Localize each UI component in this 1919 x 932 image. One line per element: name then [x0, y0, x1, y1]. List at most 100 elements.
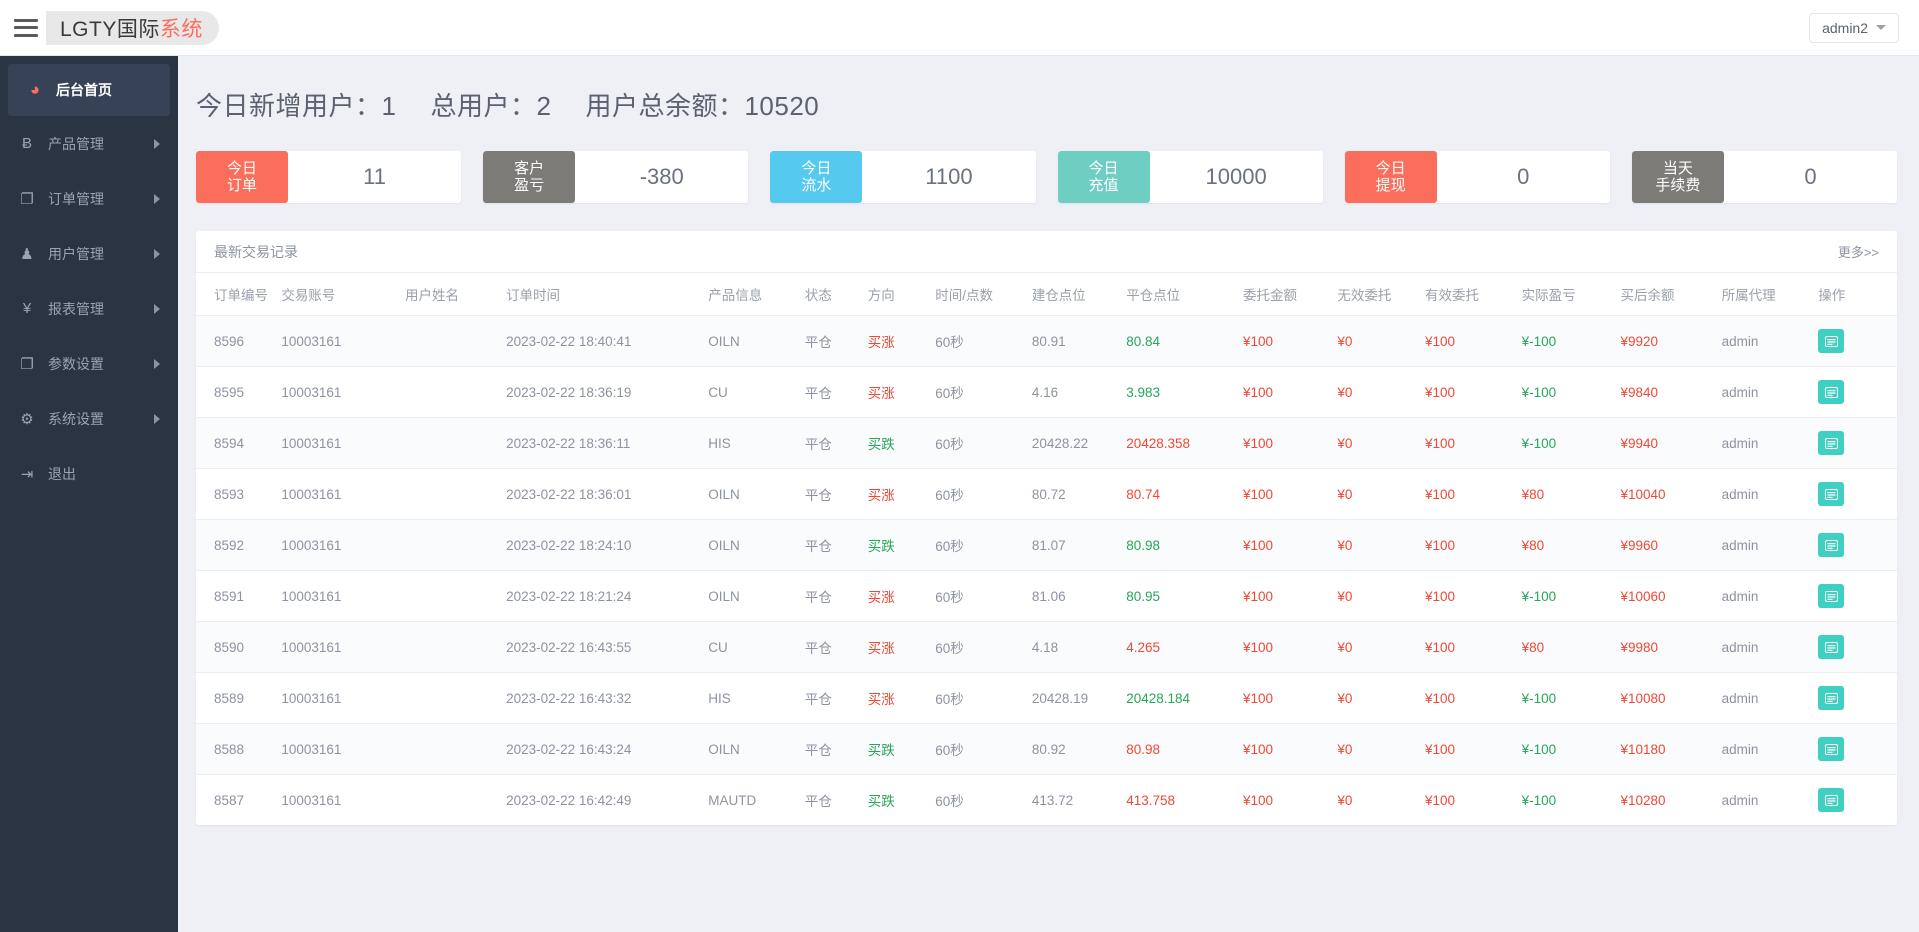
- sidebar-item-label: 系统设置: [48, 410, 104, 427]
- detail-icon[interactable]: [1818, 737, 1845, 761]
- cell-direction: 买涨: [867, 672, 936, 724]
- sidebar-item-1[interactable]: Ƀ 产品管理: [0, 116, 178, 171]
- table-row: 8589 10003161 2023-02-22 16:43:32 HIS 平仓 买涨 60…: [196, 672, 1897, 724]
- table-row: 8588 10003161 2023-02-22 16:43:24 OILN 平仓 买跌 6…: [196, 723, 1897, 775]
- stat-card-value: 10000: [1149, 151, 1323, 203]
- cell-order-id: 8587: [214, 792, 245, 808]
- cell-order-time: 2023-02-22 16:42:49: [506, 792, 632, 808]
- sidebar-item-3[interactable]: ♟ 用户管理: [0, 226, 178, 281]
- cell-close-price: 3.983: [1126, 366, 1244, 418]
- table-row: 8590 10003161 2023-02-22 16:43:55 CU 平仓 买涨 60秒…: [196, 621, 1897, 673]
- cell-close-price: 80.95: [1126, 570, 1244, 622]
- sidebar-item-label: 后台首页: [56, 82, 112, 98]
- top-bar: LGTY国际 系统 admin2: [0, 0, 1919, 56]
- cell-close-price: 80.74: [1126, 468, 1244, 520]
- cell-balance-after: ¥9960: [1620, 519, 1722, 571]
- cell-status: 平仓: [804, 468, 868, 520]
- cell-entrust-amount: ¥100: [1243, 366, 1338, 418]
- cell-operation: [1818, 417, 1897, 469]
- detail-icon[interactable]: [1818, 635, 1845, 659]
- bitcoin-icon: Ƀ: [21, 135, 32, 152]
- cell-account-no: 10003161: [281, 570, 405, 622]
- cell-order-time: 2023-02-22 16:43:55: [506, 621, 709, 673]
- detail-icon[interactable]: [1818, 482, 1845, 506]
- detail-icon[interactable]: [1818, 380, 1845, 404]
- cell-balance-after: ¥9840: [1620, 366, 1722, 418]
- cell-entrust-amount: ¥100: [1243, 519, 1338, 571]
- cell-agent: admin: [1721, 570, 1819, 622]
- cell-operation: [1818, 366, 1897, 418]
- cell-user-name: [404, 672, 507, 724]
- sidebar-item-label: 订单管理: [48, 190, 104, 207]
- sidebar-item-0[interactable]: ◕ 后台首页: [8, 64, 170, 116]
- cell-order-time: 2023-02-22 18:21:24: [506, 570, 709, 622]
- brand-name-accent: 系统: [159, 17, 203, 41]
- stat-card-5: 当天 手续费 0: [1631, 151, 1898, 203]
- stat-card-label: 今日 流水: [770, 151, 863, 203]
- cell-order-id: 8588: [196, 723, 282, 775]
- summary-total-balance: 用户总余额：10520: [585, 91, 820, 121]
- cell-valid-entrust: ¥100: [1425, 792, 1456, 808]
- cell-user-name: [405, 775, 506, 826]
- hamburger-icon[interactable]: [14, 18, 38, 37]
- detail-icon[interactable]: [1818, 584, 1845, 608]
- cell-user-name: [404, 468, 507, 520]
- stat-card-label: 今日 提现: [1344, 151, 1437, 203]
- column-header-12: 有效委托: [1425, 273, 1522, 316]
- cell-account-no: 10003161: [281, 621, 405, 673]
- stat-card-value: -380: [575, 151, 749, 203]
- stat-card-value: 1100: [862, 151, 1036, 203]
- stat-card-label-line2: 充值: [1088, 177, 1119, 194]
- summary-new-users: 今日新增用户：1: [196, 91, 397, 121]
- stat-card-label-line1: 今日: [801, 159, 832, 177]
- sidebar-item-6[interactable]: ⚙ 系统设置: [0, 391, 178, 446]
- cell-account-no: 10003161: [281, 519, 405, 571]
- cell-operation: [1818, 519, 1897, 571]
- detail-icon[interactable]: [1818, 431, 1845, 455]
- column-header-0: 订单编号: [196, 273, 282, 316]
- cell-entrust-amount: ¥100: [1243, 792, 1274, 808]
- cell-close-price: 80.98: [1126, 723, 1244, 775]
- cell-operation: [1818, 723, 1897, 775]
- cell-invalid-entrust: ¥0: [1337, 366, 1426, 418]
- cell-order-time: 2023-02-22 18:24:10: [506, 519, 709, 571]
- cell-open-price: 80.92: [1031, 723, 1127, 775]
- cell-order-id: 8589: [196, 672, 282, 724]
- cell-close-price: 20428.184: [1126, 672, 1244, 724]
- detail-icon[interactable]: [1818, 788, 1845, 812]
- cell-actual-pnl: ¥-100: [1521, 792, 1557, 808]
- cell-direction: 买涨: [867, 621, 936, 673]
- sidebar-item-2[interactable]: ❐ 订单管理: [0, 171, 178, 226]
- detail-icon[interactable]: [1818, 686, 1845, 710]
- cell-close-price: 4.265: [1126, 621, 1244, 673]
- detail-icon[interactable]: [1818, 329, 1845, 353]
- cell-actual-pnl: ¥80: [1521, 468, 1621, 520]
- user-menu-button[interactable]: admin2: [1809, 12, 1899, 43]
- detail-icon[interactable]: [1818, 533, 1845, 557]
- sidebar-item-4[interactable]: ¥ 报表管理: [0, 281, 178, 336]
- cell-status: 平仓: [804, 519, 868, 571]
- user-icon: ♟: [20, 245, 34, 263]
- cell-status: 平仓: [804, 621, 868, 673]
- cell-open-price: 413.72: [1031, 792, 1074, 808]
- cell-entrust-amount: ¥100: [1243, 315, 1338, 367]
- chevron-right-icon: [154, 303, 160, 314]
- table-header-row: 订单编号 交易账号 用户姓名 订单时间 产品信息 状态 方向 时间/点数 建仓点位 平仓点位 委托金…: [196, 273, 1897, 316]
- sidebar: ◕ 后台首页 Ƀ 产品管理 ❐ 订单管理 ♟ 用户管理 ¥ 报表管理 ❐ 参数设置 ⚙ 系统设置 ⇥ 退出: [0, 56, 178, 932]
- cell-order-id: 8593: [196, 468, 282, 520]
- more-link[interactable]: 更多>>: [1837, 245, 1879, 260]
- sidebar-item-7[interactable]: ⇥ 退出: [0, 446, 178, 501]
- cell-user-name: [404, 723, 507, 775]
- cell-duration: 60秒: [935, 519, 1032, 571]
- cell-duration: 60秒: [935, 417, 1032, 469]
- chevron-right-icon: [154, 138, 160, 149]
- cell-entrust-amount: ¥100: [1243, 672, 1338, 724]
- table-row: 8593 10003161 2023-02-22 18:36:01 OILN 平仓 买涨 6…: [196, 468, 1897, 520]
- sidebar-item-label: 用户管理: [48, 245, 104, 262]
- sidebar-item-5[interactable]: ❐ 参数设置: [0, 336, 178, 391]
- cell-user-name: [404, 315, 507, 367]
- cell-user-name: [404, 621, 507, 673]
- summary-total-users: 总用户：2: [430, 91, 552, 121]
- cell-status: 平仓: [804, 672, 868, 724]
- cell-valid-entrust: ¥100: [1425, 315, 1522, 367]
